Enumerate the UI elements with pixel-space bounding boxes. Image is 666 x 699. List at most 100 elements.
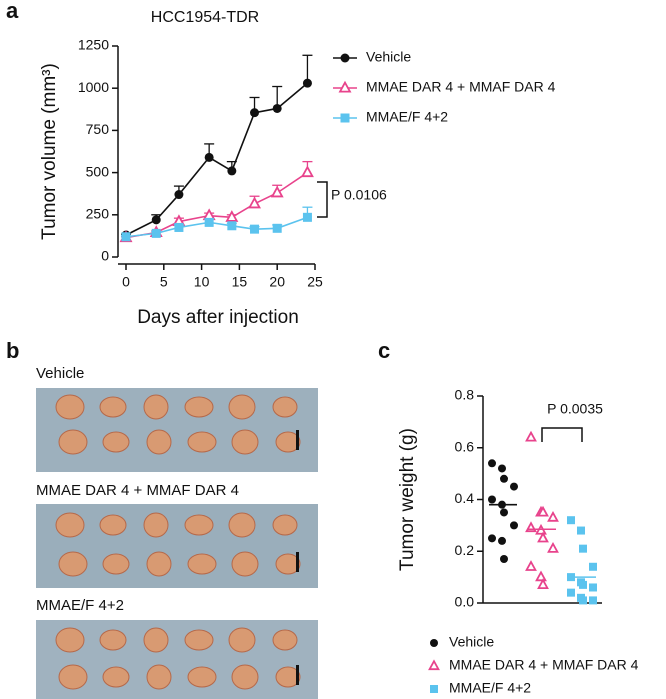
tumor bbox=[228, 512, 256, 538]
x-tick-label: 10 bbox=[194, 274, 210, 290]
panel-label: a bbox=[6, 0, 19, 23]
marker bbox=[300, 165, 314, 178]
photo bbox=[36, 504, 318, 588]
tumor bbox=[55, 627, 85, 653]
marker bbox=[537, 531, 549, 543]
marker bbox=[537, 578, 549, 589]
tumor bbox=[275, 666, 301, 688]
y-tick-label: 0.0 bbox=[455, 594, 475, 610]
y-tick-label: 0.8 bbox=[455, 387, 475, 403]
tumor bbox=[228, 627, 256, 653]
marker bbox=[547, 510, 559, 522]
tumor bbox=[231, 551, 259, 577]
marker bbox=[525, 560, 537, 571]
marker bbox=[428, 659, 440, 671]
tumor bbox=[102, 431, 130, 453]
marker bbox=[500, 508, 508, 517]
tumor bbox=[184, 629, 214, 651]
tumor bbox=[231, 664, 259, 690]
x-tick-label: 20 bbox=[269, 274, 285, 290]
marker bbox=[302, 212, 312, 222]
marker bbox=[567, 588, 575, 597]
y-tick-label: 0 bbox=[101, 248, 109, 264]
tumor bbox=[102, 666, 130, 688]
legend-label: Vehicle bbox=[449, 634, 494, 650]
marker bbox=[579, 580, 587, 589]
y-axis-label: Tumor volume (mm³) bbox=[39, 63, 60, 240]
y-tick-label: 0.2 bbox=[455, 542, 475, 558]
marker bbox=[510, 482, 518, 491]
marker bbox=[488, 534, 496, 543]
y-tick-label: 0.4 bbox=[455, 490, 475, 506]
legend-label: Vehicle bbox=[366, 49, 411, 65]
photo-label: MMAE DAR 4 + MMAF DAR 4 bbox=[36, 482, 239, 499]
marker bbox=[510, 521, 518, 530]
marker bbox=[567, 516, 575, 525]
scale-bar bbox=[296, 430, 299, 450]
legend-label: MMAE/F 4+2 bbox=[366, 109, 448, 125]
x-tick-label: 5 bbox=[160, 274, 168, 290]
marker bbox=[338, 80, 352, 93]
x-axis-label: Days after injection bbox=[137, 307, 299, 328]
marker bbox=[151, 215, 161, 225]
marker bbox=[488, 495, 496, 504]
marker bbox=[227, 166, 237, 176]
tumor bbox=[146, 664, 172, 690]
tumor bbox=[146, 551, 172, 577]
marker bbox=[535, 570, 547, 582]
y-tick-label: 1000 bbox=[78, 79, 109, 95]
tumor bbox=[187, 666, 217, 688]
tumor bbox=[55, 512, 85, 538]
x-tick-label: 25 bbox=[307, 274, 323, 290]
tumor bbox=[231, 429, 259, 455]
marker bbox=[204, 152, 214, 162]
marker bbox=[302, 78, 312, 88]
tumor bbox=[272, 514, 298, 536]
tumor bbox=[99, 629, 127, 651]
legend-label: MMAE/F 4+2 bbox=[449, 680, 531, 696]
marker bbox=[174, 190, 184, 200]
marker bbox=[589, 596, 597, 605]
marker bbox=[202, 208, 216, 221]
marker bbox=[121, 232, 131, 242]
marker bbox=[579, 544, 587, 553]
tumor bbox=[99, 396, 127, 418]
y-tick-label: 750 bbox=[86, 121, 110, 137]
tumor-photos bbox=[36, 388, 318, 699]
tumor bbox=[187, 431, 217, 453]
marker bbox=[270, 185, 284, 198]
y-tick-label: 0.6 bbox=[455, 438, 475, 454]
scale-bar bbox=[296, 665, 299, 685]
marker bbox=[151, 228, 161, 238]
tumor bbox=[187, 553, 217, 575]
marker bbox=[204, 217, 214, 227]
panel-label: c bbox=[378, 338, 390, 363]
y-tick-label: 500 bbox=[86, 163, 110, 179]
annotation: P 0.0106 bbox=[331, 187, 387, 203]
photo-label: MMAE/F 4+2 bbox=[36, 597, 124, 614]
tumor bbox=[99, 514, 127, 536]
marker bbox=[589, 583, 597, 592]
marker bbox=[430, 685, 438, 693]
annotation: P 0.0035 bbox=[547, 401, 603, 417]
x-tick-label: 0 bbox=[122, 274, 130, 290]
marker bbox=[547, 541, 559, 553]
significance-bracket bbox=[317, 181, 328, 218]
tumor bbox=[102, 553, 130, 575]
marker bbox=[272, 103, 282, 113]
marker bbox=[498, 464, 506, 473]
tumor bbox=[275, 553, 301, 575]
marker bbox=[227, 221, 237, 231]
marker bbox=[225, 210, 239, 222]
marker bbox=[500, 474, 508, 483]
tumor bbox=[275, 431, 301, 453]
tumor bbox=[146, 429, 172, 455]
panel-label: b bbox=[6, 338, 19, 363]
marker bbox=[250, 224, 260, 234]
y-tick-label: 250 bbox=[86, 206, 110, 222]
marker bbox=[272, 223, 282, 233]
significance-bracket bbox=[541, 427, 583, 442]
marker bbox=[500, 555, 508, 564]
marker bbox=[250, 108, 260, 118]
